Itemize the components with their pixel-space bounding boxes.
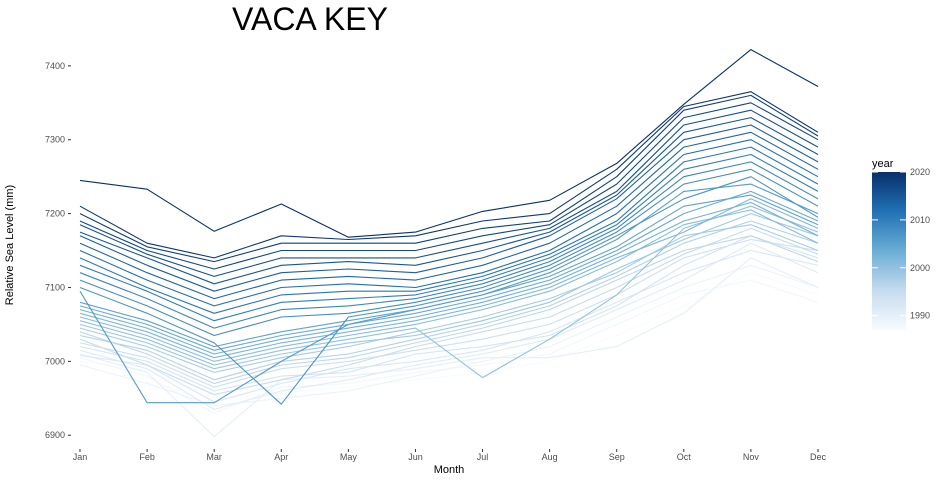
y-tick-label: 7200 xyxy=(45,209,65,219)
series-line-2010 xyxy=(79,153,819,322)
series-line-1995 xyxy=(79,227,819,396)
series-line-2016 xyxy=(79,109,819,277)
y-tick-label: 7000 xyxy=(45,356,65,366)
series-line-1987 xyxy=(79,272,819,399)
legend-colorbar xyxy=(872,172,906,330)
x-tick-label: Feb xyxy=(139,452,155,462)
series-line-2013 xyxy=(79,131,819,300)
legend-title: year xyxy=(872,158,894,170)
x-tick-label: Sep xyxy=(609,452,625,462)
series-line-2001 xyxy=(79,209,819,362)
series-line-2004 xyxy=(79,190,819,351)
series-line-2009 xyxy=(79,161,819,329)
series-line-1997 xyxy=(79,220,819,381)
series-line-1992 xyxy=(79,249,819,403)
series-line-2020 xyxy=(79,49,819,238)
legend-ticks: 1990 2000 2010 2020 xyxy=(872,167,930,321)
x-tick-label: Dec xyxy=(810,452,827,462)
x-axis-title: Month xyxy=(434,464,465,476)
series-line-2012 xyxy=(79,139,819,307)
legend-tick-label: 1990 xyxy=(910,311,930,321)
series-line-1993 xyxy=(79,235,819,392)
x-tick-label: Mar xyxy=(206,452,222,462)
series-line-1994 xyxy=(79,238,819,388)
x-tick-label: May xyxy=(340,452,358,462)
x-tick-label: Aug xyxy=(542,452,558,462)
series-line-1998 xyxy=(79,224,819,373)
x-tick-label: Apr xyxy=(274,452,288,462)
y-axis-title: Relative Sea Level (mm) xyxy=(4,185,16,305)
x-tick-label: Jul xyxy=(477,452,489,462)
y-tick-label: 6900 xyxy=(45,430,65,440)
series-line-1988 xyxy=(79,279,819,414)
series-line-2011 xyxy=(79,146,819,314)
y-axis: 6900 7000 7100 7200 7300 7400 xyxy=(45,61,71,440)
series-line-2018 xyxy=(79,94,819,263)
series-line-1990 xyxy=(79,257,819,438)
y-tick-label: 7100 xyxy=(45,282,65,292)
series-line-2006 xyxy=(79,183,819,404)
chart-title: VACA KEY xyxy=(232,1,388,37)
x-tick-label: Oct xyxy=(677,452,692,462)
series-line-2017 xyxy=(79,102,819,270)
legend-tick-label: 2010 xyxy=(910,215,930,225)
series-lines xyxy=(79,49,819,438)
x-axis: Jan Feb Mar Apr May Jun Jul Aug Sep Oct Nov Dec xyxy=(73,449,827,462)
series-line-2015 xyxy=(79,117,819,285)
series-line-1996 xyxy=(79,235,819,385)
x-tick-label: Jun xyxy=(408,452,423,462)
legend-tick-label: 2020 xyxy=(910,167,930,177)
series-line-1999 xyxy=(79,213,819,370)
series-line-2008 xyxy=(79,168,819,337)
series-line-2002 xyxy=(79,198,819,359)
series-line-2003 xyxy=(79,201,819,355)
y-tick-label: 7400 xyxy=(45,61,65,71)
series-line-2000 xyxy=(79,205,819,379)
x-tick-label: Nov xyxy=(743,452,760,462)
legend-tick-label: 2000 xyxy=(910,263,930,273)
x-tick-label: Jan xyxy=(73,452,88,462)
series-line-2019 xyxy=(79,91,819,259)
series-line-2007 xyxy=(79,176,819,405)
series-line-2014 xyxy=(79,124,819,292)
y-tick-label: 7300 xyxy=(45,135,65,145)
color-legend: year 1990 2000 2010 2020 xyxy=(872,158,930,330)
